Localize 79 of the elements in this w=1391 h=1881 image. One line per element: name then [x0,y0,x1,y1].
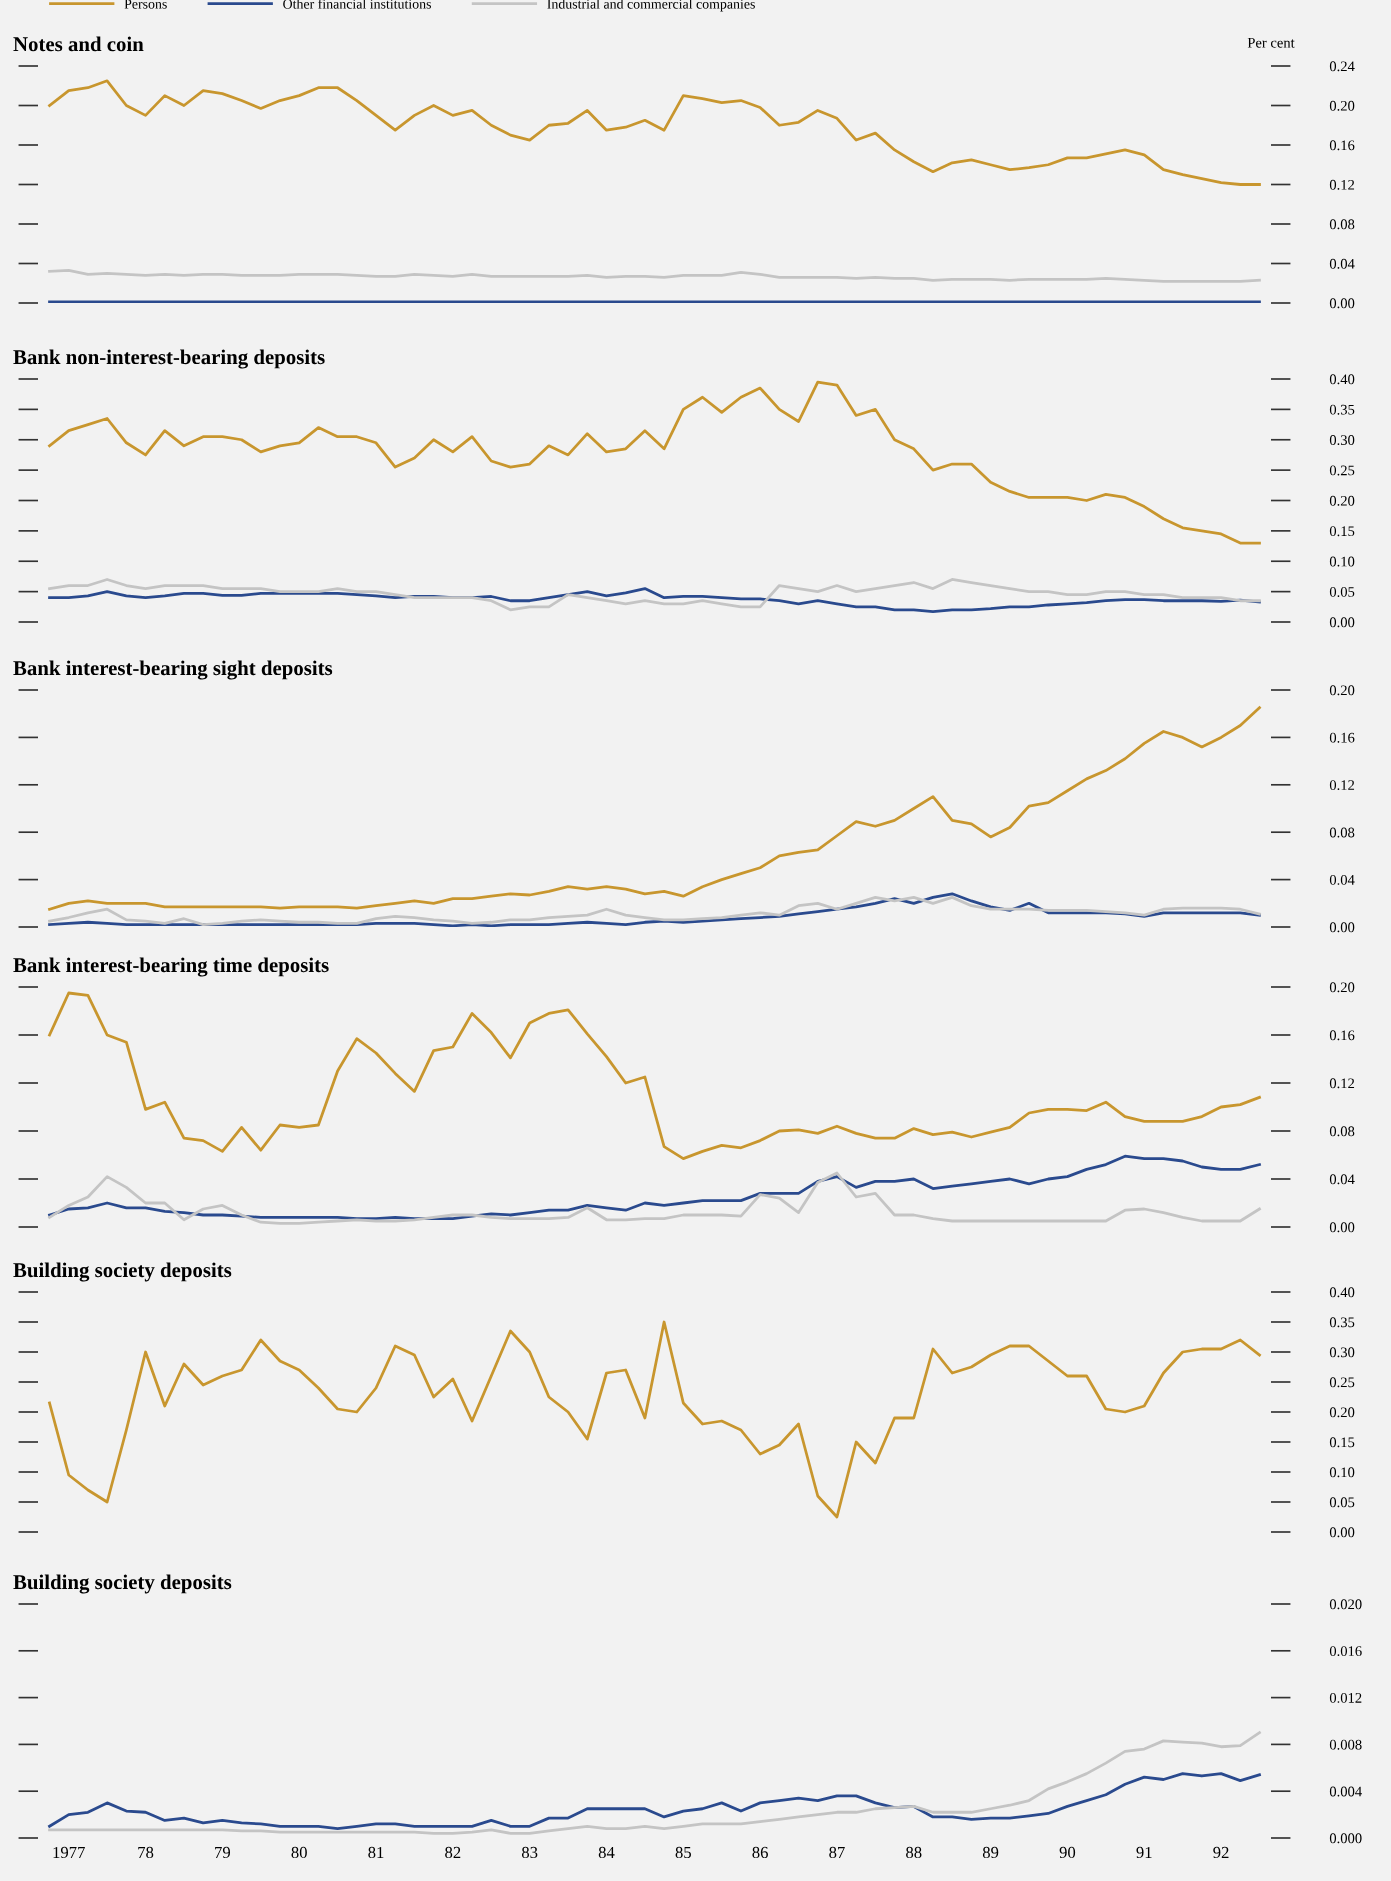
x-tick-label: 83 [521,1846,538,1859]
y-tick-label: 0.00 [1329,1222,1355,1233]
y-tick-label: 0.25 [1329,1377,1355,1388]
chart-title: Notes and coin [13,36,144,52]
y-tick-label: 0.30 [1329,435,1355,446]
y-tick-label: 0.016 [1329,1646,1362,1657]
y-tick-label: 0.24 [1329,61,1355,72]
chart-title: Building society deposits [13,1262,232,1282]
y-tick-label: 0.16 [1329,1030,1355,1041]
legend-label: Persons [124,0,167,9]
line-series [48,587,1261,614]
chart-title: Bank interest-bearing sight deposits [13,660,333,680]
x-tick-label: 84 [598,1846,615,1859]
x-tick-label: 1977 [53,1846,85,1859]
y-tick-label: 0.10 [1329,1467,1355,1478]
x-tick-label: 80 [291,1846,307,1859]
chart-title: Bank interest-bearing time deposits [13,957,329,977]
chart-title: Building society deposits [13,1574,232,1594]
x-tick-label: 90 [1059,1846,1076,1859]
y-tick-label: 0.08 [1329,219,1355,230]
y-tick-label: 0.04 [1329,1174,1355,1185]
y-tick-label: 0.000 [1329,1833,1362,1844]
y-tick-label: 0.004 [1329,1786,1362,1797]
y-tick-label: 0.15 [1329,526,1355,537]
y-tick-label: 0.40 [1329,1287,1355,1298]
y-tick-label: 0.04 [1329,258,1355,269]
line-series [48,1731,1261,1835]
y-tick-label: 0.00 [1329,617,1355,628]
y-tick-label: 0.10 [1329,556,1355,567]
x-tick-label: 89 [982,1846,999,1859]
line-series [48,269,1261,283]
y-tick-label: 0.020 [1329,1599,1362,1610]
y-tick-label: 0.20 [1329,1407,1355,1418]
y-tick-label: 0.16 [1329,140,1355,151]
y-tick-label: 0.12 [1329,1078,1355,1089]
y-tick-label: 0.20 [1329,100,1355,111]
y-tick-label: 0.00 [1329,922,1355,933]
y-tick-label: 0.05 [1329,1497,1355,1508]
line-series [48,380,1261,545]
line-series [48,578,1261,612]
y-tick-label: 0.04 [1329,874,1355,885]
line-series [48,79,1261,186]
x-tick-label: 79 [215,1846,231,1859]
y-tick-label: 0.25 [1329,465,1355,476]
x-tick-label: 92 [1213,1846,1229,1859]
y-tick-label: 0.08 [1329,1126,1355,1137]
x-tick-label: 82 [445,1846,461,1859]
x-tick-label: 91 [1136,1846,1152,1859]
y-tick-label: 0.20 [1329,495,1355,506]
chart-title: Bank non-interest-bearing deposits [13,349,325,369]
x-tick-label: 86 [752,1846,768,1859]
x-tick-label: 88 [906,1846,922,1859]
text: Per cent [1247,37,1295,48]
y-tick-label: 0.08 [1329,827,1355,838]
x-tick-label: 87 [829,1846,845,1859]
x-tick-label: 78 [138,1846,154,1859]
y-tick-label: 0.16 [1329,732,1355,743]
x-tick-label: 85 [675,1846,691,1859]
y-tick-label: 0.40 [1329,374,1355,385]
line-series [48,1772,1261,1831]
line-series [48,991,1261,1160]
y-tick-label: 0.12 [1329,179,1355,190]
line-series [48,1171,1261,1225]
line-series [48,706,1261,911]
y-tick-label: 0.35 [1329,1317,1355,1328]
x-tick-label: 81 [368,1846,384,1859]
y-tick-label: 0.30 [1329,1347,1355,1358]
y-tick-label: 0.35 [1329,404,1355,415]
y-tick-label: 0.05 [1329,586,1355,597]
line-series [48,1320,1261,1519]
line-series [48,1154,1261,1220]
y-tick-label: 0.20 [1329,685,1355,696]
y-tick-label: 0.00 [1329,1527,1355,1538]
y-tick-label: 0.008 [1329,1739,1362,1750]
y-tick-label: 0.15 [1329,1437,1355,1448]
y-tick-label: 0.012 [1329,1692,1362,1703]
y-tick-label: 0.12 [1329,780,1355,791]
y-tick-label: 0.20 [1329,982,1355,993]
y-tick-label: 0.00 [1329,298,1355,309]
